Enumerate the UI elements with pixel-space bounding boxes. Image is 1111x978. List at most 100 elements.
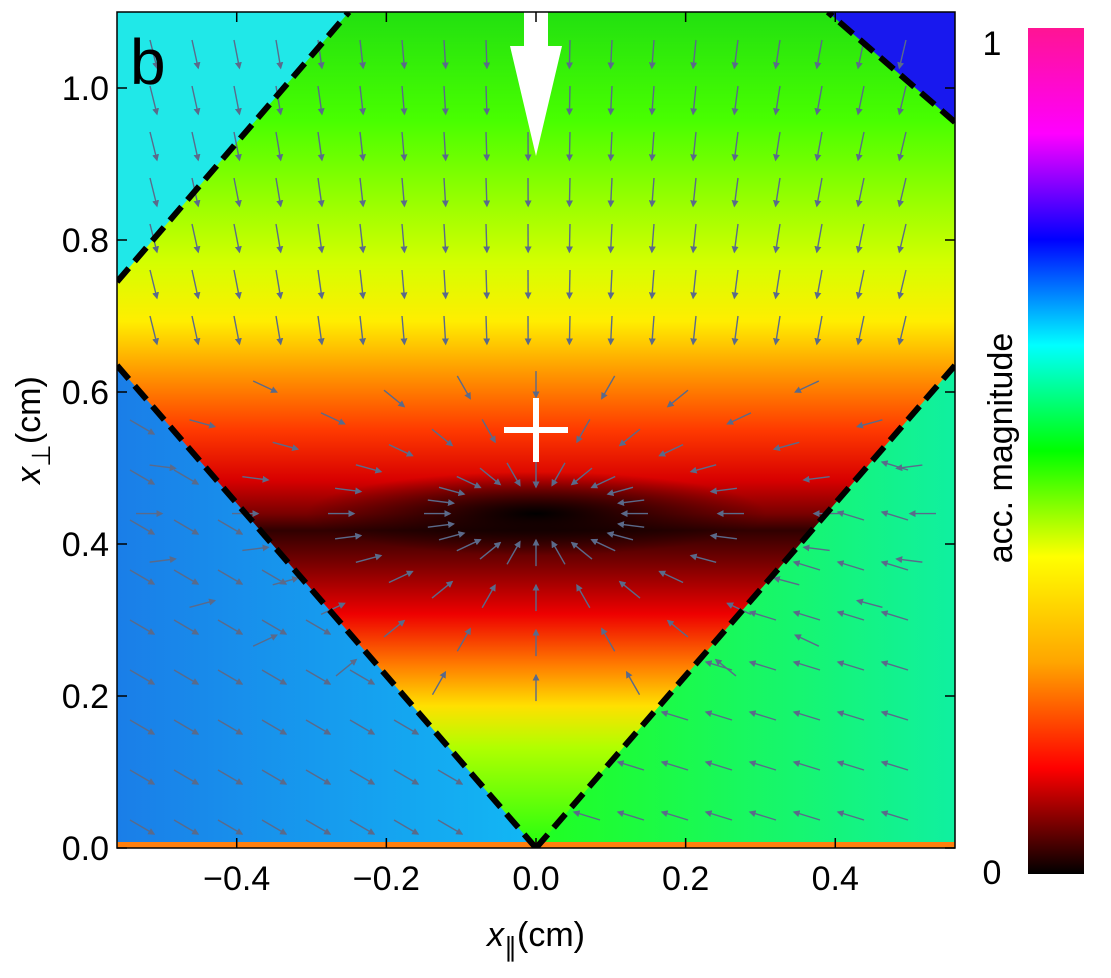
- streamline: [217, 819, 244, 835]
- streamline: [149, 39, 159, 70]
- streamline: [773, 315, 781, 346]
- streamline: [590, 538, 616, 552]
- streamline: [355, 553, 383, 564]
- streamline: [233, 131, 242, 162]
- streamline: [149, 556, 177, 564]
- streamline: [349, 719, 376, 735]
- streamline: [690, 177, 698, 208]
- streamline: [607, 223, 615, 254]
- streamline: [441, 315, 449, 346]
- streamline: [731, 269, 739, 300]
- streamline: [359, 269, 367, 300]
- streamline: [261, 619, 288, 635]
- streamline: [359, 177, 367, 208]
- streamline: [233, 315, 242, 346]
- streamline: [400, 39, 408, 70]
- streamline: [388, 444, 414, 457]
- streamline: [616, 521, 645, 529]
- streamline: [794, 634, 820, 647]
- streamline: [895, 556, 923, 564]
- streamline: [897, 177, 907, 208]
- streamline: [814, 223, 823, 254]
- streamline: [349, 669, 376, 685]
- streamline: [383, 619, 406, 638]
- streamline: [149, 315, 159, 346]
- streamline: [658, 570, 684, 584]
- streamline: [855, 85, 865, 116]
- streamline: [709, 532, 738, 540]
- streamline: [173, 719, 200, 735]
- streamline: [704, 760, 733, 771]
- streamline: [836, 610, 865, 621]
- streamline: [129, 669, 156, 685]
- streamline: [814, 85, 823, 116]
- streamline: [689, 464, 717, 474]
- streamline: [616, 499, 645, 507]
- streamline: [551, 540, 566, 565]
- streamline: [335, 658, 358, 677]
- streamline: [836, 660, 865, 671]
- streamline: [359, 315, 367, 346]
- streamline: [483, 131, 491, 162]
- streamline: [658, 444, 684, 457]
- incoming-arrow: [510, 12, 562, 156]
- streamline: [317, 177, 325, 208]
- streamline: [305, 619, 332, 635]
- streamline: [483, 85, 491, 116]
- streamline: [479, 467, 502, 486]
- y-axis-label: x⊥(cm): [10, 376, 56, 486]
- y-tick-label: 0.0: [62, 830, 109, 868]
- streamline: [242, 475, 270, 483]
- streamline: [618, 428, 641, 447]
- streamline: [572, 810, 601, 821]
- streamline: [836, 560, 865, 571]
- streamline: [149, 269, 159, 300]
- streamline: [149, 464, 177, 472]
- streamline: [648, 269, 656, 300]
- streamline: [794, 380, 820, 393]
- streamline: [400, 315, 408, 346]
- streamline: [149, 85, 159, 116]
- streamline: [233, 39, 242, 70]
- streamline: [880, 560, 909, 571]
- colorbar-min-label: 0: [983, 854, 1002, 892]
- streamline: [431, 670, 447, 696]
- streamline: [189, 598, 217, 609]
- streamline: [731, 85, 739, 116]
- streamline: [481, 583, 496, 609]
- streamline: [217, 669, 244, 685]
- streamline: [456, 538, 482, 552]
- y-tick-label: 1.0: [62, 70, 109, 108]
- streamline: [566, 39, 574, 70]
- streamline: [217, 569, 244, 585]
- streamline: [880, 760, 909, 771]
- streamline: [660, 710, 689, 721]
- streamline: [570, 541, 593, 560]
- streamline: [191, 269, 201, 300]
- streamline: [173, 569, 200, 585]
- streamline: [441, 131, 449, 162]
- streamline: [855, 598, 883, 609]
- streamline: [773, 223, 781, 254]
- streamline: [897, 223, 907, 254]
- streamline: [666, 389, 689, 408]
- streamline: [483, 39, 491, 70]
- streamline: [792, 560, 821, 571]
- streamline: [261, 569, 288, 585]
- streamline: [334, 532, 363, 540]
- streamline: [607, 85, 615, 116]
- streamline: [748, 660, 777, 671]
- streamline: [275, 315, 284, 346]
- streamline: [441, 269, 449, 300]
- streamline: [704, 660, 733, 671]
- streamline: [191, 223, 201, 254]
- x-tick-label: 0.2: [662, 860, 709, 898]
- streamline: [437, 819, 464, 835]
- streamline: [427, 521, 456, 529]
- streamline: [731, 315, 739, 346]
- streamline: [317, 269, 325, 300]
- streamline: [441, 223, 449, 254]
- streamline: [576, 583, 591, 609]
- streamline: [438, 486, 466, 497]
